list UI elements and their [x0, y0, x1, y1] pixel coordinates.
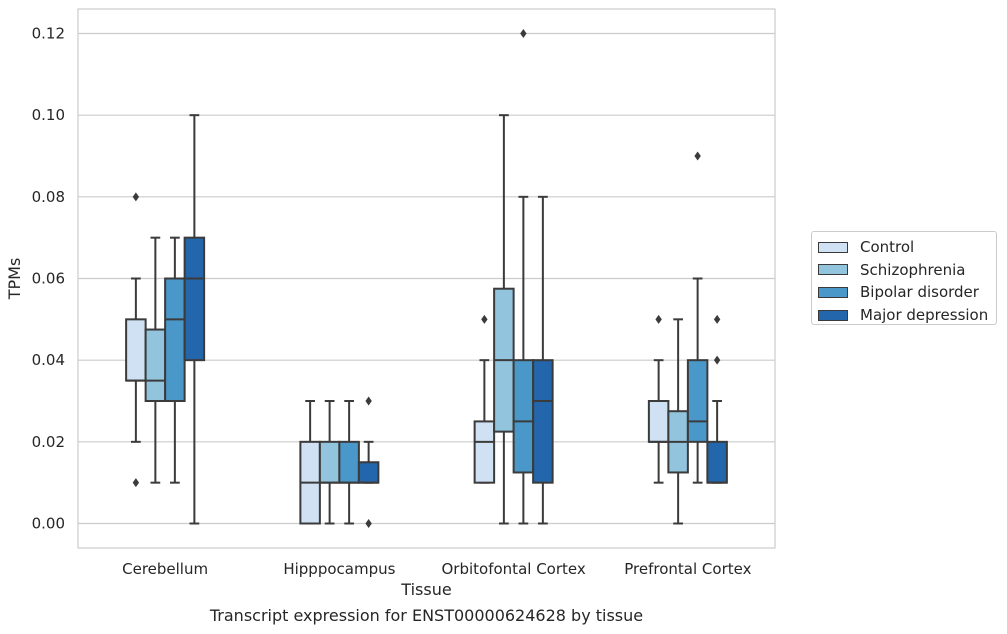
- legend-swatch: [818, 264, 848, 276]
- box-iqr: [183, 236, 206, 362]
- legend-item-schizophrenia: Schizophrenia: [818, 259, 996, 282]
- y-tick-label: 0.02: [32, 433, 65, 451]
- box: [512, 29, 535, 525]
- legend-swatch: [818, 286, 848, 298]
- legend-item-bipolar-disorder: Bipolar disorder: [818, 281, 996, 304]
- flier-point: [481, 314, 488, 324]
- y-tick-label: 0.04: [32, 351, 65, 369]
- box-iqr: [706, 440, 728, 484]
- series-1: [144, 114, 689, 525]
- box: [667, 318, 689, 525]
- y-tick-label: 0.06: [32, 270, 65, 288]
- legend-swatch: [818, 241, 848, 253]
- flier-point: [520, 29, 527, 38]
- box-iqr: [686, 359, 709, 443]
- flier-point: [694, 151, 701, 161]
- x-tick-label: Prefrontal Cortex: [624, 560, 751, 578]
- y-axis-label: TPMs: [5, 258, 24, 301]
- box-iqr: [532, 359, 554, 484]
- series-3: [183, 114, 728, 528]
- box-iqr: [512, 359, 535, 474]
- x-axis-label: Tissue: [400, 580, 451, 599]
- series-0: [125, 192, 670, 525]
- legend-label: Control: [860, 238, 915, 257]
- legend-label: Major depression: [860, 306, 989, 325]
- y-tick-label: 0.00: [32, 515, 65, 533]
- box: [473, 314, 496, 484]
- box-iqr: [473, 420, 496, 484]
- legend-item-control: Control: [818, 236, 996, 259]
- box-iqr: [357, 461, 380, 484]
- box: [706, 314, 728, 484]
- box-iqr: [647, 400, 670, 443]
- flier-point: [132, 478, 140, 488]
- chart-caption: Transcript expression for ENST0000062462…: [209, 606, 644, 625]
- flier-point: [713, 355, 721, 365]
- y-tick-label: 0.12: [32, 25, 65, 43]
- legend-label: Bipolar disorder: [860, 283, 979, 302]
- box: [299, 400, 321, 525]
- box: [125, 192, 147, 488]
- box-series: [125, 29, 728, 528]
- flier-point: [713, 314, 721, 324]
- x-tick-label: Hipppocampus: [283, 560, 395, 578]
- x-tick-label: Cerebellum: [122, 560, 208, 578]
- x-tick-labels: Cerebellum Hipppocampus Orbitofontal Corte…: [122, 560, 751, 578]
- box: [183, 114, 206, 525]
- legend: Control Schizophrenia Bipolar disorder M…: [811, 231, 997, 325]
- flier-point: [365, 519, 372, 528]
- box-iqr: [144, 328, 167, 402]
- box-iqr: [318, 440, 341, 484]
- box: [532, 195, 554, 525]
- flier-point: [365, 396, 372, 406]
- flier-point: [655, 314, 662, 324]
- box: [686, 151, 709, 484]
- box-iqr: [338, 440, 360, 484]
- legend-swatch: [818, 309, 848, 321]
- box-iqr: [125, 318, 147, 382]
- box: [164, 236, 186, 484]
- y-tick-label: 0.08: [32, 188, 65, 206]
- box-iqr: [164, 277, 186, 402]
- flier-point: [132, 192, 140, 202]
- x-tick-label: Orbitofontal Cortex: [442, 560, 586, 578]
- boxplot-chart: 0.00 0.02 0.04 0.06 0.08 0.10 0.12 Cerebellum H…: [5, 8, 776, 599]
- y-tick-labels: 0.00 0.02 0.04 0.06 0.08 0.10 0.12: [32, 25, 65, 533]
- legend-item-major-depression: Major depression: [818, 304, 996, 327]
- box: [357, 396, 380, 528]
- legend-label: Schizophrenia: [860, 260, 966, 279]
- y-tick-label: 0.10: [32, 106, 65, 124]
